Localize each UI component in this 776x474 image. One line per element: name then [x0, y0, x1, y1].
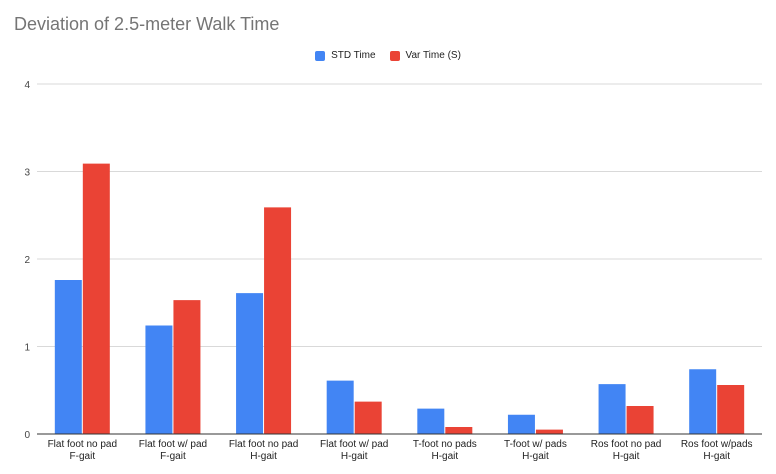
bar-std-time-8	[689, 369, 717, 434]
legend-item-var-time[interactable]: Var Time (S)	[389, 50, 461, 61]
y-tick-label-2: 2	[24, 255, 30, 266]
bar-var-time-1	[82, 163, 110, 434]
bar-var-time-7	[626, 406, 654, 434]
x-category-label-5: T-foot no pads H-gait	[413, 439, 477, 462]
bar-std-time-6	[507, 414, 535, 434]
bar-std-time-7	[598, 384, 626, 434]
bar-var-time-5	[445, 427, 473, 434]
legend-swatch-std-time	[315, 50, 326, 61]
x-category-label-4: Flat foot w/ pad H-gait	[320, 439, 388, 462]
legend-label-var-time: Var Time (S)	[405, 50, 461, 61]
bar-std-time-1	[54, 280, 82, 434]
bar-var-time-3	[264, 207, 292, 434]
y-tick-label-3: 3	[24, 168, 30, 179]
x-category-label-7: Ros foot no pad H-gait	[591, 439, 662, 462]
legend-item-std-time[interactable]: STD Time	[315, 50, 376, 61]
y-tick-label-1: 1	[24, 343, 30, 354]
x-category-label-3: Flat foot no pad H-gait	[229, 439, 299, 462]
x-category-label-6: T-foot w/ pads H-gait	[504, 439, 567, 462]
bar-var-time-8	[717, 385, 745, 434]
x-category-label-1: Flat foot no pad F-gait	[48, 439, 118, 462]
bar-std-time-2	[145, 325, 173, 434]
legend: STD Time Var Time (S)	[0, 50, 776, 61]
x-category-label-2: Flat foot w/ pad F-gait	[139, 439, 207, 462]
y-tick-label-4: 4	[24, 80, 30, 91]
bar-var-time-2	[173, 300, 201, 434]
legend-swatch-var-time	[389, 50, 400, 61]
chart-title: Deviation of 2.5-meter Walk Time	[14, 14, 280, 34]
legend-label-std-time: STD Time	[331, 50, 376, 61]
x-category-label-8: Ros foot w/pads H-gait	[681, 439, 753, 462]
bar-std-time-3	[236, 293, 264, 434]
y-tick-label-0: 0	[24, 430, 30, 441]
bar-var-time-6	[535, 429, 563, 434]
bar-std-time-4	[326, 380, 354, 434]
bar-std-time-5	[417, 408, 445, 434]
bar-var-time-4	[354, 401, 382, 434]
